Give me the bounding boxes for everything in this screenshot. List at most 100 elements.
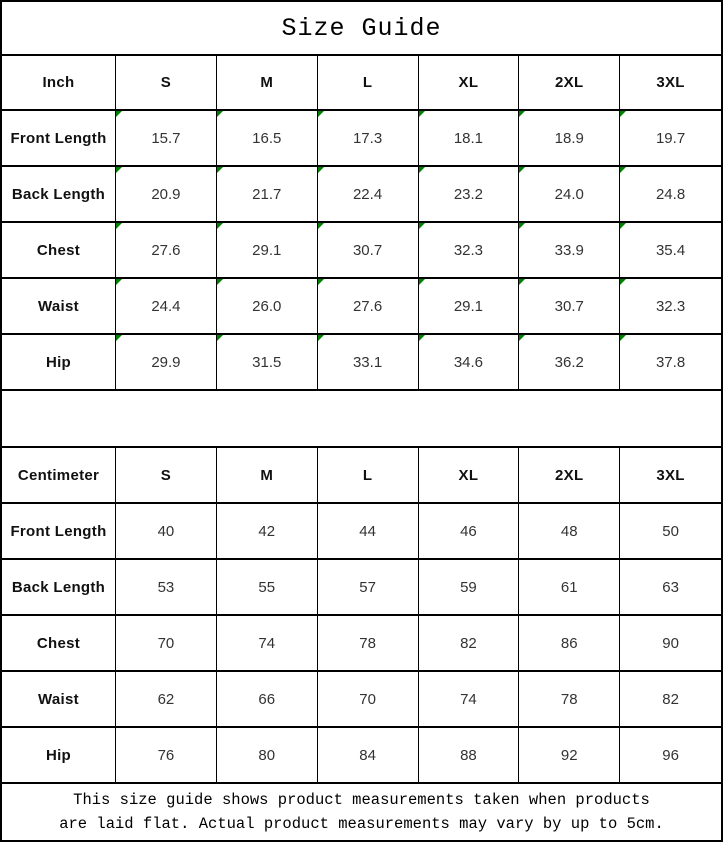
value-cell: 30.7	[519, 279, 621, 333]
size-label: M	[260, 74, 274, 91]
value-cell: 82	[620, 672, 721, 726]
size-label: XL	[458, 466, 479, 484]
value-cell: 86	[519, 616, 621, 670]
table-row-inch-back-length: Back Length 20.9 21.7 22.4 23.2 24.0 24.…	[2, 167, 721, 223]
value-cell: 80	[217, 728, 318, 782]
cell-value: 19.7	[655, 129, 686, 147]
text-format-flag-triangle	[418, 223, 425, 229]
cell-value: 50	[662, 522, 679, 540]
text-format-flag-triangle	[317, 223, 324, 229]
value-cell: 96	[620, 728, 721, 782]
cell-value: 31.5	[252, 353, 282, 371]
value-cell: 48	[519, 504, 621, 558]
cell-value: 27.6	[352, 297, 383, 315]
cm-header-row: Centimeter S M L XL 2XL 3XL	[2, 448, 721, 504]
value-cell: 18.1	[418, 111, 520, 165]
size-label: L	[362, 74, 373, 91]
cm-size-header-xl: XL	[419, 448, 520, 502]
cell-value: 26.0	[252, 297, 282, 315]
cell-value: 61	[560, 578, 578, 596]
text-format-flag-triangle	[519, 335, 526, 341]
row-label: Hip	[45, 353, 72, 371]
value-cell: 76	[116, 728, 217, 782]
cell-value: 18.9	[554, 129, 584, 147]
footer-note-line2: are laid flat. Actual product measuremen…	[59, 815, 664, 833]
value-cell: 74	[419, 672, 520, 726]
value-cell: 29.1	[418, 279, 520, 333]
cell-value: 22.4	[352, 185, 383, 203]
size-label: 2XL	[555, 74, 584, 91]
value-cell: 40	[116, 504, 217, 558]
table-spacer-band	[2, 391, 721, 448]
cell-value: 24.0	[554, 185, 584, 203]
text-format-flag-triangle	[418, 167, 425, 173]
footer-note-line1: This size guide shows product measuremen…	[73, 790, 650, 809]
spacer-cell	[2, 391, 721, 446]
cell-value: 24.4	[151, 297, 181, 315]
size-label: S	[160, 74, 172, 91]
text-format-flag-triangle	[116, 223, 122, 229]
row-label: Chest	[36, 241, 81, 259]
value-cell: 59	[419, 560, 520, 614]
value-cell: 27.6	[116, 223, 217, 277]
cell-value: 27.6	[151, 241, 181, 259]
cm-size-header-m: M	[217, 448, 318, 502]
text-format-flag-triangle	[116, 167, 122, 173]
cell-value: 42	[258, 522, 276, 540]
value-cell: 42	[217, 504, 318, 558]
value-cell: 32.3	[418, 223, 520, 277]
inch-unit-label: Inch	[42, 74, 75, 91]
cell-value: 33.9	[554, 241, 584, 259]
cell-value: 48	[560, 522, 578, 540]
cell-value: 86	[560, 634, 578, 652]
cell-value: 21.7	[252, 185, 282, 203]
size-label: L	[362, 466, 373, 484]
table-row-cm-waist: Waist 62 66 70 74 78 82	[2, 672, 721, 728]
text-format-flag-triangle	[620, 167, 627, 173]
text-format-flag-triangle	[317, 167, 324, 173]
cm-size-header-l: L	[318, 448, 419, 502]
value-cell: 20.9	[116, 167, 217, 221]
value-cell: 78	[318, 616, 419, 670]
cm-size-header-2xl: 2XL	[519, 448, 621, 502]
cell-value: 16.5	[252, 129, 282, 147]
row-label-cell: Hip	[2, 335, 116, 389]
value-cell: 19.7	[620, 111, 721, 165]
cell-value: 55	[258, 578, 276, 596]
size-label: 3XL	[656, 466, 685, 484]
value-cell: 53	[116, 560, 217, 614]
cell-value: 59	[460, 578, 477, 596]
text-format-flag-triangle	[418, 279, 425, 285]
text-format-flag-triangle	[317, 335, 324, 341]
size-label: 3XL	[656, 74, 685, 91]
cell-value: 70	[157, 634, 175, 652]
cell-value: 82	[662, 690, 679, 708]
cell-value: 33.1	[352, 353, 383, 371]
text-format-flag-triangle	[317, 279, 324, 285]
value-cell: 18.9	[519, 111, 621, 165]
value-cell: 46	[419, 504, 520, 558]
value-cell: 27.6	[317, 279, 419, 333]
table-row-inch-waist: Waist 24.4 26.0 27.6 29.1 30.7 32.3	[2, 279, 721, 335]
row-label-cell: Front Length	[2, 504, 116, 558]
value-cell: 22.4	[317, 167, 419, 221]
cell-value: 30.7	[554, 297, 584, 315]
value-cell: 36.2	[519, 335, 621, 389]
text-format-flag-triangle	[519, 167, 526, 173]
table-row-cm-chest: Chest 70 74 78 82 86 90	[2, 616, 721, 672]
cell-value: 46	[460, 522, 477, 540]
cell-value: 15.7	[151, 129, 181, 147]
row-label-cell: Chest	[2, 223, 116, 277]
cell-value: 44	[359, 522, 376, 540]
value-cell: 92	[519, 728, 621, 782]
table-row-inch-hip: Hip 29.9 31.5 33.1 34.6 36.2 37.8	[2, 335, 721, 391]
cell-value: 57	[359, 578, 376, 596]
table-row-inch-front-length: Front Length 15.7 16.5 17.3 18.1 18.9 19…	[2, 111, 721, 167]
row-label: Back Length	[11, 185, 106, 203]
cell-value: 66	[258, 690, 276, 708]
text-format-flag-triangle	[620, 223, 627, 229]
cell-value: 74	[258, 634, 276, 652]
text-format-flag-triangle	[216, 111, 223, 117]
cell-value: 32.3	[453, 241, 484, 259]
